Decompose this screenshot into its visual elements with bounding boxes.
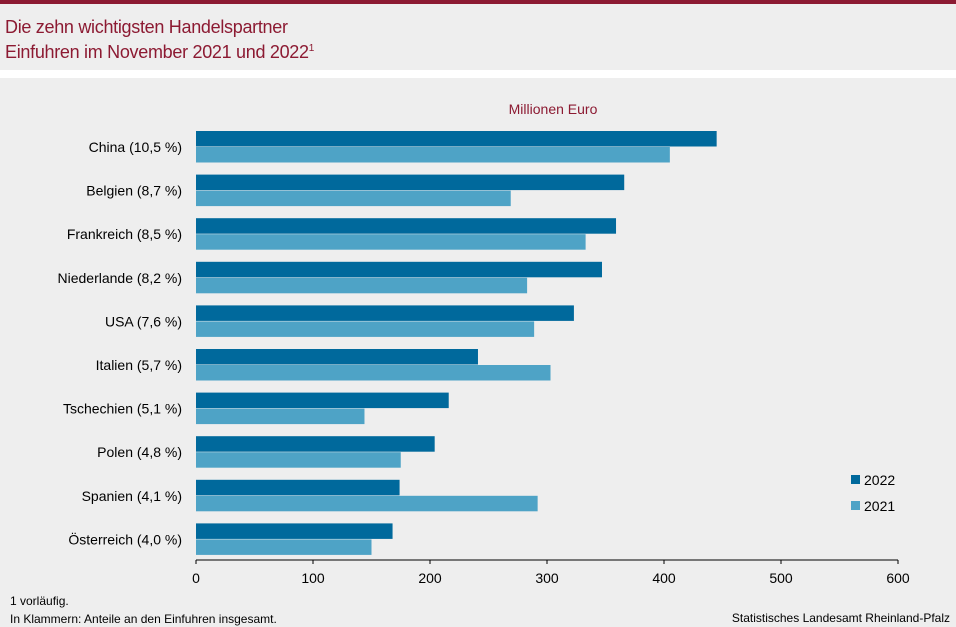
unit-label: Millionen Euro: [509, 101, 598, 117]
x-tick-label: 100: [301, 570, 325, 586]
bar-2022-9: [196, 523, 393, 539]
category-label: USA (7,6 %): [105, 313, 182, 329]
bar-2021-3: [196, 277, 528, 294]
bar-2021-5: [196, 365, 551, 381]
legend-swatch-2021: [851, 501, 860, 510]
title-line-1: Die zehn wichtigsten Handelspartner: [5, 17, 288, 37]
x-tick-label: 200: [418, 570, 442, 586]
title-footnote-mark: 1: [308, 43, 315, 54]
category-label: Belgien (8,7 %): [86, 183, 182, 199]
bar-2021-6: [196, 408, 365, 425]
legend-label-2022: 2022: [864, 472, 895, 488]
bar-2021-4: [196, 321, 535, 337]
chart-header: Die zehn wichtigsten Handelspartner Einf…: [0, 4, 956, 70]
chart-title: Die zehn wichtigsten Handelspartner Einf…: [5, 17, 314, 63]
bar-2022-6: [196, 392, 449, 409]
category-label: Italien (5,7 %): [96, 357, 182, 373]
bar-2022-2: [196, 218, 617, 234]
bar-2022-4: [196, 305, 574, 321]
top-accent-bar: [0, 0, 956, 4]
category-label: Polen (4,8 %): [97, 444, 182, 460]
bar-2022-3: [196, 261, 602, 278]
x-tick-label: 600: [886, 570, 910, 586]
bar-2021-8: [196, 495, 538, 512]
chart-panel: [0, 78, 956, 627]
bar-2022-7: [196, 436, 435, 452]
bar-2021-9: [196, 539, 372, 555]
category-label: Niederlande (8,2 %): [57, 270, 182, 286]
bar-2022-1: [196, 174, 625, 191]
x-tick-label: 500: [769, 570, 793, 586]
category-label: Tschechien (5,1 %): [63, 401, 182, 417]
x-tick-label: 300: [535, 570, 559, 586]
footnote-provisional: 1 vorläufig.: [10, 594, 69, 608]
title-line-2: Einfuhren im November 2021 und 2022: [5, 42, 309, 62]
header-separator: [0, 70, 956, 78]
bar-2022-8: [196, 479, 400, 496]
footnote-brackets: In Klammern: Anteile an den Einfuhren in…: [10, 612, 277, 626]
bar-2021-7: [196, 452, 401, 468]
category-label: Österreich (4,0 %): [68, 530, 182, 547]
category-label: Spanien (4,1 %): [82, 488, 182, 504]
category-label: Frankreich (8,5 %): [67, 226, 182, 242]
bar-2021-0: [196, 147, 670, 163]
bar-2022-0: [196, 131, 717, 147]
bar-2021-2: [196, 234, 586, 250]
category-label: China (10,5 %): [89, 139, 182, 155]
bar-2022-5: [196, 349, 478, 365]
x-tick-label: 400: [652, 570, 676, 586]
x-tick-label: 0: [192, 570, 200, 586]
source-label: Statistisches Landesamt Rheinland-Pfalz: [731, 611, 950, 625]
bar-2021-1: [196, 190, 511, 207]
legend-label-2021: 2021: [864, 498, 895, 514]
legend-swatch-2022: [851, 475, 860, 484]
